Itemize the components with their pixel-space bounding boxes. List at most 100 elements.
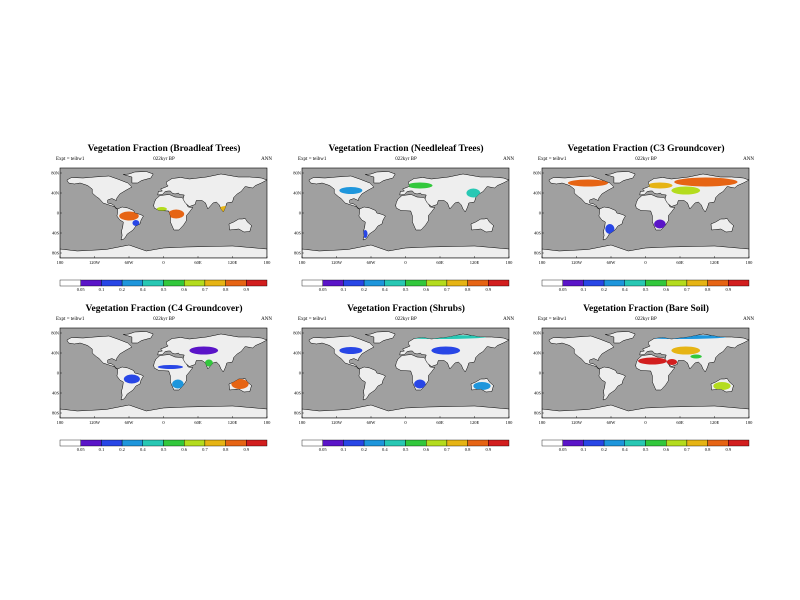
subtitle-period: 022kyr BP — [153, 157, 175, 162]
lat-tick-label: 40S — [52, 391, 60, 396]
continent-south-america — [598, 366, 626, 401]
colorbar-label: 0.1 — [341, 287, 347, 292]
colorbar-label: 0.4 — [622, 287, 628, 292]
lat-tick-label: 40N — [293, 351, 302, 356]
colorbar-swatch — [624, 439, 646, 447]
continent-africa — [395, 354, 436, 391]
colorbar-label: 0.5 — [403, 447, 409, 452]
continent-greenland — [365, 171, 396, 184]
continent-south-america — [116, 366, 144, 401]
veg-field-sahara — [638, 357, 667, 365]
panel-subtitle: Expt = teibw1 022kyr BP ANN — [56, 317, 272, 326]
colorbar-label: 0.4 — [140, 447, 146, 452]
lon-tick-label: 120W — [89, 260, 101, 265]
colorbar-label: 0.4 — [140, 287, 146, 292]
colorbar-swatch — [121, 279, 143, 287]
colorbar-label: 0.05 — [559, 447, 568, 452]
colorbar-label: 0.8 — [705, 447, 711, 452]
continent-north-america — [308, 335, 375, 370]
continent-antarctica — [60, 404, 267, 418]
continent-north-america — [66, 335, 133, 370]
lat-tick-label: 40N — [51, 351, 60, 356]
colorbar-swatch — [363, 439, 385, 447]
lat-tick-label: 40S — [52, 231, 60, 236]
colorbar-swatch — [121, 439, 143, 447]
lon-tick-label: 180 — [506, 420, 514, 425]
panel-title: Vegetation Fraction (Shrubs) — [347, 304, 465, 314]
colorbar-swatch — [343, 439, 365, 447]
panel-subtitle: Expt = teibw1 022kyr BP ANN — [298, 317, 514, 326]
lon-tick-label: 120E — [228, 260, 238, 265]
colorbar-swatch — [80, 439, 102, 447]
veg-field-tibet — [690, 354, 702, 359]
colorbar-swatch — [301, 279, 323, 287]
subtitle-period: 022kyr BP — [395, 317, 417, 322]
colorbar-swatch — [363, 279, 385, 287]
colorbar-swatch — [541, 279, 563, 287]
subtitle-period: 022kyr BP — [153, 317, 175, 322]
veg-field-australia — [473, 382, 491, 390]
colorbar-label: 0.7 — [444, 287, 450, 292]
colorbar-swatch — [488, 439, 510, 447]
subtitle-period: 022kyr BP — [635, 317, 657, 322]
lon-tick-label: 0 — [644, 260, 647, 265]
colorbar-swatch — [603, 439, 625, 447]
lon-tick-label: 180 — [299, 260, 307, 265]
lon-tick-label: 60E — [436, 260, 444, 265]
veg-field-brazil — [123, 374, 140, 384]
veg-field-amazon — [119, 211, 139, 221]
colorbar-label: 0.9 — [243, 287, 249, 292]
veg-field-south-america-south — [605, 224, 615, 234]
subtitle-season: ANN — [261, 317, 272, 322]
subtitle-expt: Expt = teibw1 — [56, 317, 85, 322]
colorbar-label: 0.6 — [423, 287, 429, 292]
veg-field-north-america-mid — [339, 347, 363, 354]
subtitle-season: ANN — [261, 157, 272, 162]
map-panel: Vegetation Fraction (Broadleaf Trees) Exp… — [51, 144, 272, 292]
lat-tick-label: 80N — [293, 171, 302, 176]
colorbar-swatch — [624, 279, 646, 287]
lon-tick-label: 60W — [367, 420, 377, 425]
colorbar-swatch — [645, 439, 667, 447]
colorbar-swatch — [562, 279, 584, 287]
colorbar-label: 0.2 — [361, 447, 367, 452]
lat-tick-label: 40N — [533, 351, 542, 356]
lon-tick-label: 120W — [571, 260, 583, 265]
lon-tick-label: 60E — [676, 420, 684, 425]
subtitle-season: ANN — [503, 157, 514, 162]
continent-antarctica — [542, 404, 749, 418]
lon-tick-label: 60W — [125, 260, 135, 265]
continent-south-america — [358, 366, 386, 401]
colorbar-label: 0.5 — [403, 287, 409, 292]
continent-australia — [470, 218, 494, 233]
colorbar-swatch — [728, 439, 750, 447]
lat-tick-label: 80S — [534, 411, 542, 416]
colorbar-label: 0.9 — [485, 287, 491, 292]
lon-tick-label: 0 — [162, 420, 165, 425]
colorbar-swatch — [225, 439, 247, 447]
continent-north-america — [548, 335, 615, 370]
veg-field-southern-africa — [172, 379, 184, 389]
lon-tick-label: 180 — [264, 260, 272, 265]
lon-tick-label: 180 — [746, 420, 754, 425]
lon-tick-label: 0 — [162, 260, 165, 265]
colorbar-swatch — [707, 279, 729, 287]
colorbar-swatch — [707, 439, 729, 447]
panel-title: Vegetation Fraction (C3 Groundcover) — [567, 144, 725, 154]
continent-eurasia — [157, 173, 267, 213]
colorbar-swatch — [142, 439, 164, 447]
veg-field-australia-north — [231, 379, 249, 389]
veg-field-central-asia — [671, 346, 701, 355]
panel-subtitle: Expt = teibw1 022kyr BP ANN — [56, 157, 272, 166]
colorbar-swatch — [446, 279, 468, 287]
colorbar-swatch — [59, 439, 81, 447]
lat-tick-label: 80S — [294, 251, 302, 256]
colorbar-label: 0.05 — [77, 287, 86, 292]
lon-tick-label: 120W — [331, 260, 343, 265]
colorbar-label: 0.05 — [77, 447, 86, 452]
colorbar-swatch — [467, 439, 489, 447]
map-svg: 80N 40N 0 40S 80S 180 120W 60W 0 60E 120E 180 0.05 0.… — [293, 167, 513, 292]
panel-title: Vegetation Fraction (Broadleaf Trees) — [87, 144, 241, 154]
lon-tick-label: 60E — [436, 420, 444, 425]
lat-tick-label: 40N — [533, 191, 542, 196]
